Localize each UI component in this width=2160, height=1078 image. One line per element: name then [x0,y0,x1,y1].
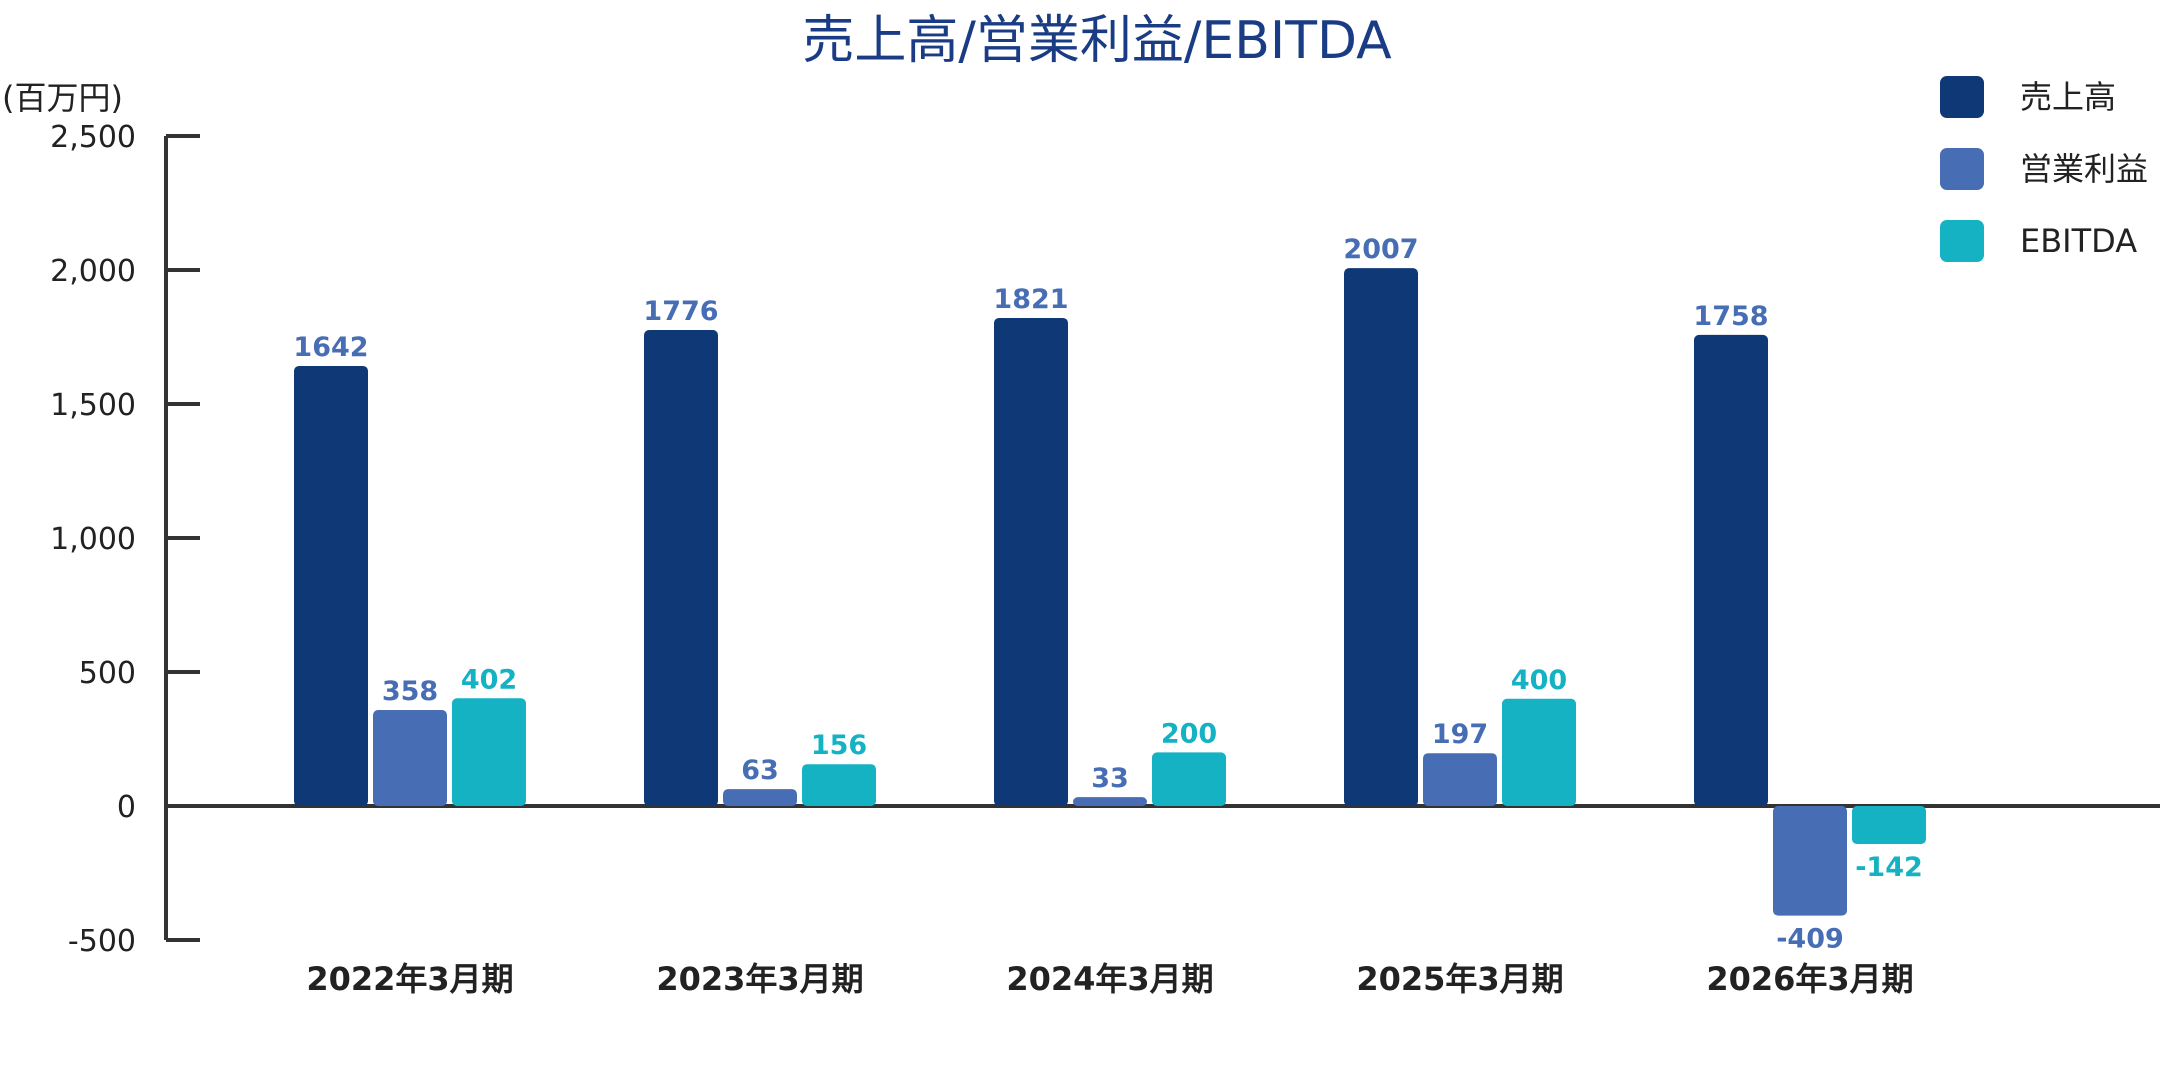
category-label: 2025年3月期 [1356,960,1563,998]
y-tick-label: 1,500 [50,388,136,423]
bar [802,764,876,806]
y-tick-label: 2,500 [50,120,136,155]
data-label: 197 [1432,719,1488,750]
data-label: 1776 [643,296,718,327]
y-tick-label: 500 [79,656,136,691]
data-label: 2007 [1343,234,1418,265]
legend-label: EBITDA [2020,222,2137,260]
y-tick-label: 2,000 [50,254,136,289]
bar [373,710,447,806]
y-tick-label: 0 [117,790,136,825]
data-label: 156 [811,730,867,761]
data-label: 1642 [293,332,368,363]
bar [1152,752,1226,806]
bar [1423,753,1497,806]
y-tick-label: -500 [68,924,136,959]
data-label: 63 [741,755,779,786]
data-label: 402 [461,664,517,695]
bar [994,317,1068,806]
data-label: 200 [1161,718,1217,749]
data-label: 33 [1091,763,1129,794]
data-label: 1758 [1693,301,1768,332]
bar [294,365,368,806]
bar [1694,334,1768,806]
category-label: 2023年3月期 [656,960,863,998]
data-label: -142 [1855,852,1923,883]
bar [1502,698,1576,806]
data-label: 400 [1511,665,1567,696]
bar [723,789,797,806]
category-label: 2022年3月期 [306,960,513,998]
data-label: 1821 [993,284,1068,315]
category-label: 2024年3月期 [1006,960,1213,998]
legend-swatch [1940,220,1984,262]
chart-title: 売上高/営業利益/EBITDA [802,11,1392,71]
bar [1773,806,1847,916]
legend-label: 営業利益 [2020,150,2148,188]
legend-swatch [1940,148,1984,190]
data-label: -409 [1776,924,1844,955]
data-label: 358 [382,676,438,707]
bar [1344,268,1418,806]
bar [1852,806,1926,845]
legend-swatch [1940,76,1984,118]
bar [452,698,526,806]
category-label: 2026年3月期 [1706,960,1913,998]
legend-label: 売上高 [2020,78,2116,116]
bars: 1642 358 402 2022年3月期 1776 63 156 2023年3月期 1821 3… [293,234,1926,998]
y-tick-label: 1,000 [50,522,136,557]
bar [1073,797,1147,806]
y-unit-label: (百万円) [2,79,123,117]
bar [644,330,718,806]
